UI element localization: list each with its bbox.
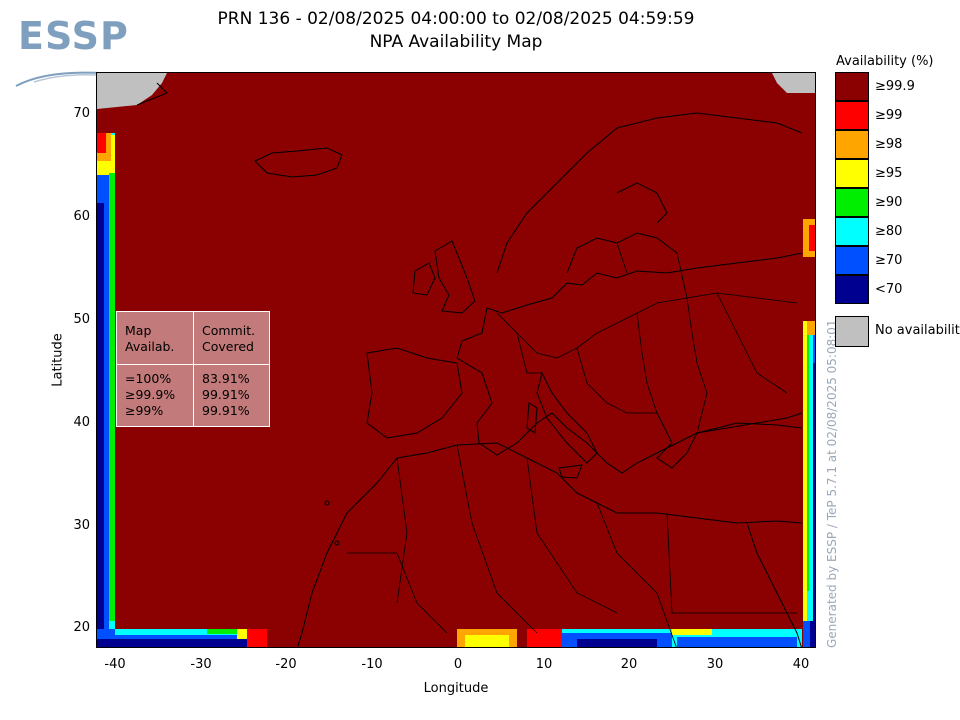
south-central-band [457, 629, 802, 647]
y-axis-label: Latitude [50, 333, 66, 387]
table-divider-vertical [193, 312, 194, 426]
table-row-label: ≥99% [125, 403, 164, 418]
y-tick-label: 60 [73, 209, 90, 224]
table-row-values: 83.91% 99.91% 99.91% [202, 371, 250, 419]
x-tick-label: 0 [453, 657, 463, 672]
legend-title: Availability (%) [836, 54, 934, 69]
table-row-value: 83.91% [202, 371, 250, 386]
x-tick-label: -20 [275, 657, 297, 672]
table-header-left-line2: Availab. [125, 339, 175, 354]
legend-label: ≥80 [875, 224, 903, 239]
essp-logo-text: ESSP [18, 14, 129, 58]
y-tick-label: 30 [73, 518, 90, 533]
legend-swatch [835, 275, 869, 304]
x-tick-label: 20 [620, 657, 638, 672]
legend-label: <70 [875, 282, 903, 297]
legend-no-availability-label: No availability [875, 323, 960, 338]
table-row-label: =100% [125, 371, 172, 386]
y-tick-label: 20 [73, 620, 90, 635]
no-availability-area-nw [97, 73, 167, 109]
no-availability-area-ne [772, 73, 815, 93]
availability-stats-table: Map Availab. Commit. Covered =100% ≥99.9… [116, 311, 270, 427]
table-header-right: Commit. Covered [202, 323, 255, 355]
table-row-value: 99.91% [202, 387, 250, 402]
legend-label: ≥70 [875, 253, 903, 268]
legend-swatch [835, 101, 869, 130]
map-subtitle: NPA Availability Map [369, 32, 543, 52]
x-tick-label: 30 [706, 657, 724, 672]
x-tick-label: -10 [361, 657, 383, 672]
x-tick-label: -40 [104, 657, 126, 672]
map-title: PRN 136 - 02/08/2025 04:00:00 to 02/08/2… [217, 9, 695, 29]
legend-label: ≥90 [875, 195, 903, 210]
legend-label: ≥99.9 [875, 79, 915, 94]
west-edge-band [97, 133, 115, 643]
generated-by-watermark: Generated by ESSP / TeP 5.7.1 at 02/08/2… [825, 319, 839, 648]
legend-label: ≥99 [875, 108, 903, 123]
east-edge-band [803, 219, 815, 647]
table-row-label: ≥99.9% [125, 387, 176, 402]
table-header-right-line1: Commit. [202, 323, 256, 338]
legend-swatch [835, 217, 869, 246]
table-row-value: 99.91% [202, 403, 250, 418]
table-header-left-line1: Map [125, 323, 152, 338]
coastlines [136, 82, 803, 647]
map-canvas [97, 73, 815, 647]
y-tick-label: 70 [73, 106, 90, 121]
x-axis-label: Longitude [423, 681, 489, 696]
table-row-labels: =100% ≥99.9% ≥99% [125, 371, 175, 419]
x-tick-label: -30 [190, 657, 212, 672]
x-tick-label: 40 [792, 657, 810, 672]
legend-swatch [835, 72, 869, 101]
legend-swatch [835, 188, 869, 217]
table-divider-horizontal [117, 364, 269, 365]
legend-swatch [835, 159, 869, 188]
y-tick-label: 40 [73, 415, 90, 430]
legend-swatch [835, 246, 869, 275]
legend-no-availability-swatch [835, 316, 869, 347]
south-west-band [97, 629, 267, 647]
table-header-left: Map Availab. [125, 323, 174, 355]
y-tick-label: 50 [73, 312, 90, 327]
essp-logo: ESSP [14, 14, 154, 87]
legend-label: ≥98 [875, 137, 903, 152]
x-tick-label: 10 [535, 657, 553, 672]
legend-label: ≥95 [875, 166, 903, 181]
legend-swatch [835, 130, 869, 159]
country-borders [347, 242, 798, 647]
table-header-right-line2: Covered [202, 339, 254, 354]
